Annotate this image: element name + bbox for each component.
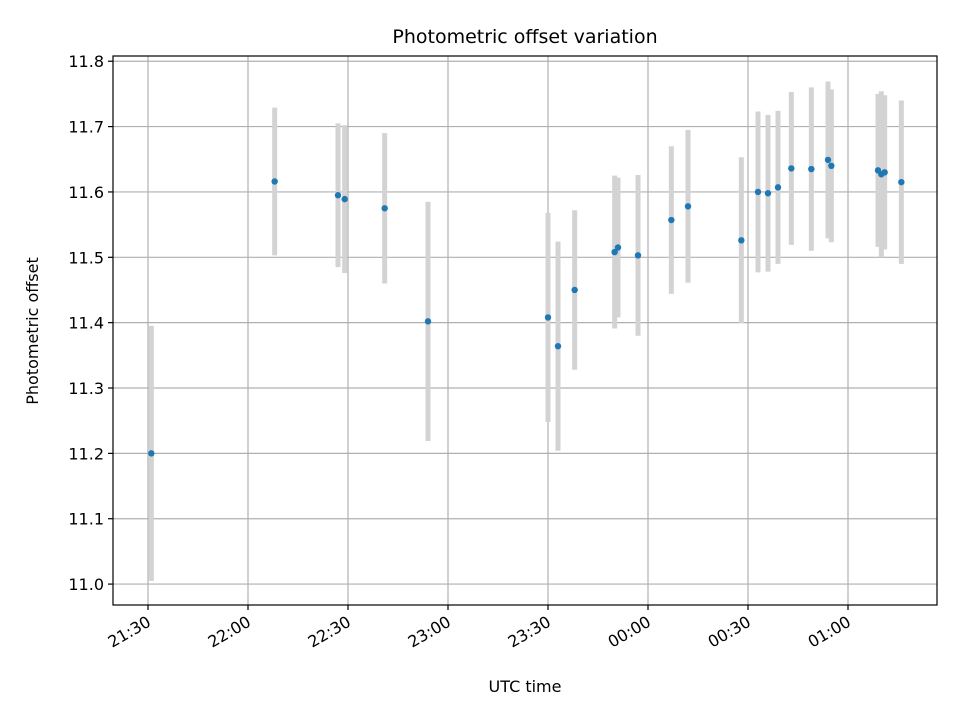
data-point xyxy=(824,156,832,164)
data-point xyxy=(828,162,835,169)
y-tick-label: 11.6 xyxy=(68,183,104,202)
data-point xyxy=(738,237,745,244)
data-point xyxy=(684,203,692,210)
x-axis-label: UTC time xyxy=(489,677,562,696)
data-point xyxy=(334,192,342,199)
y-tick-label: 11.8 xyxy=(68,52,104,71)
y-tick-label: 11.1 xyxy=(68,510,104,529)
plot-area-frame xyxy=(112,55,938,606)
data-point xyxy=(668,216,675,224)
y-tick-label: 11.2 xyxy=(68,444,104,463)
data-points xyxy=(148,156,905,457)
y-axis-ticks: 11.0 11.1 11.2 11.3 11.4 11.5 11.6 11.7 11.8 xyxy=(68,52,113,594)
y-tick-label: 11.7 xyxy=(68,118,104,137)
data-point xyxy=(774,184,782,191)
data-point xyxy=(808,165,815,173)
data-point xyxy=(754,188,762,196)
y-tick-label: 11.5 xyxy=(68,248,104,267)
data-point xyxy=(381,205,388,212)
y-tick-label: 11.4 xyxy=(68,314,104,333)
data-point xyxy=(148,450,155,457)
data-point xyxy=(614,244,622,251)
data-point xyxy=(881,169,888,176)
data-point xyxy=(554,342,562,350)
data-point xyxy=(341,195,348,203)
data-point xyxy=(271,178,278,185)
y-tick-label: 11.3 xyxy=(68,379,104,398)
y-tick-label: 11.0 xyxy=(68,575,104,594)
data-point xyxy=(424,318,432,325)
data-point xyxy=(898,178,905,186)
chart-title: Photometric offset variation xyxy=(392,26,657,48)
data-point xyxy=(611,248,618,256)
data-point xyxy=(571,286,578,294)
data-point xyxy=(764,190,772,197)
data-point xyxy=(544,314,552,321)
data-point xyxy=(788,165,795,172)
grid xyxy=(113,56,937,605)
data-point xyxy=(634,252,642,259)
y-axis-label: Photometric offset xyxy=(23,257,42,405)
